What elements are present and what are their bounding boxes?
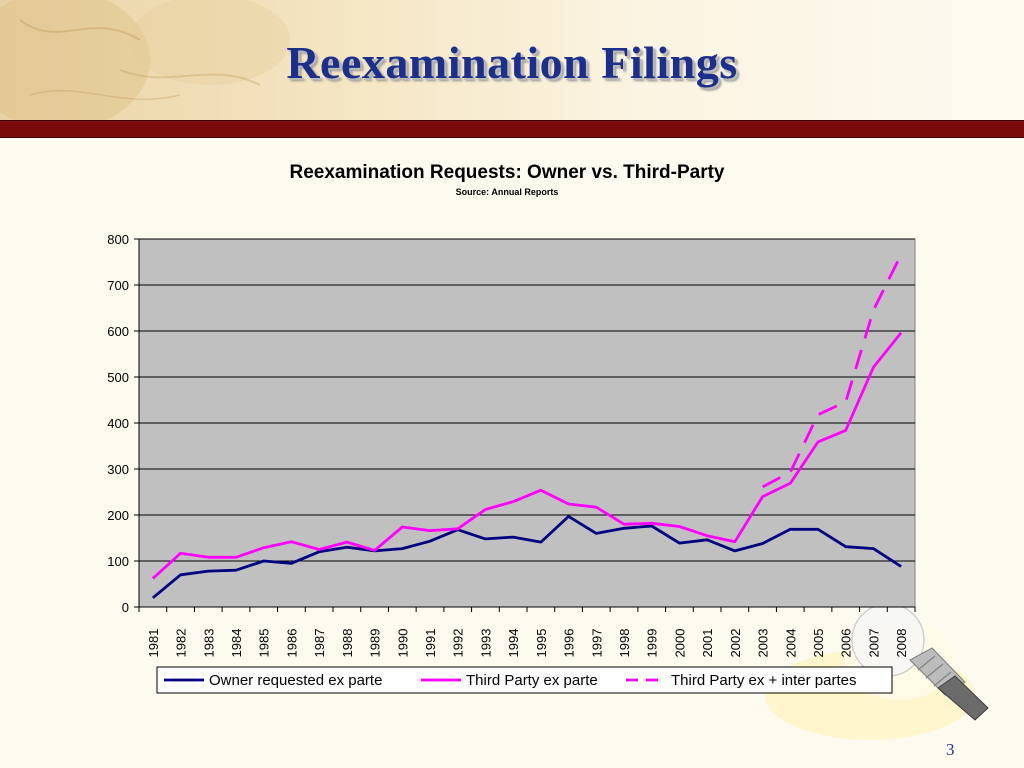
x-tick-label: 2004 xyxy=(783,629,798,658)
x-tick-label: 1996 xyxy=(562,629,577,658)
x-tick-label: 1995 xyxy=(534,629,549,658)
chart-subtitle: Source: Annual Reports xyxy=(455,187,559,197)
x-tick-label: 2006 xyxy=(839,629,854,658)
series-line-0 xyxy=(152,515,902,599)
legend: Owner requested ex parte Third Party ex p… xyxy=(156,666,893,694)
y-tick-label: 800 xyxy=(107,232,129,247)
x-tick-label: 2008 xyxy=(894,629,909,658)
x-tick-label: 1981 xyxy=(146,629,161,658)
x-tick-label: 1983 xyxy=(201,629,216,658)
slide-title: Reexamination Filings xyxy=(286,37,738,88)
legend-label: Owner requested ex parte xyxy=(209,672,382,689)
y-tick-label: 400 xyxy=(107,416,129,431)
x-tick-label: 1989 xyxy=(368,629,383,658)
x-tick-label: 1988 xyxy=(340,629,355,658)
chart-title: Reexamination Requests: Owner vs. Third-… xyxy=(289,162,725,183)
x-axis-ticks: 1981 1982 1983 1984 1985 1986 1987 1988 1989 1990… xyxy=(138,606,916,658)
legend-label: Third Party ex + inter partes xyxy=(671,672,857,689)
x-tick-label: 2002 xyxy=(728,629,743,658)
y-tick-label: 300 xyxy=(107,462,129,477)
legend-label: Third Party ex parte xyxy=(466,672,598,689)
x-tick-label: 2001 xyxy=(700,629,715,658)
x-tick-label: 2003 xyxy=(756,629,771,658)
legend-box xyxy=(156,666,893,694)
y-tick-label: 100 xyxy=(107,554,129,569)
series-line-1 xyxy=(151,331,903,580)
banner-decoration xyxy=(0,0,290,120)
x-tick-label: 1986 xyxy=(284,629,299,658)
x-tick-label: 1985 xyxy=(257,629,272,658)
x-tick-label: 1984 xyxy=(229,629,244,658)
y-tick-label: 0 xyxy=(122,600,129,615)
x-tick-label: 1990 xyxy=(395,629,410,658)
y-axis-ticks: 0 100 200 300 400 500 600 700 800 xyxy=(107,232,140,615)
x-tick-label: 2005 xyxy=(811,629,826,658)
x-tick-label: 2000 xyxy=(672,629,687,658)
y-tick-label: 600 xyxy=(107,324,129,339)
x-tick-label: 1992 xyxy=(451,629,466,658)
series-line-2 xyxy=(761,253,903,489)
page-number: 3 xyxy=(946,740,955,759)
title-divider-bar xyxy=(0,120,1024,138)
title-banner: Reexamination Filings xyxy=(0,0,1024,120)
x-tick-label: 1982 xyxy=(174,629,189,658)
y-tick-label: 500 xyxy=(107,370,129,385)
y-tick-label: 200 xyxy=(107,508,129,523)
x-tick-label: 1997 xyxy=(589,629,604,658)
x-tick-label: 1993 xyxy=(478,629,493,658)
series-lines xyxy=(151,253,903,599)
y-tick-label: 700 xyxy=(107,278,129,293)
x-tick-label: 1998 xyxy=(617,629,632,658)
x-tick-label: 2007 xyxy=(866,629,881,658)
x-tick-label: 1994 xyxy=(506,629,521,658)
x-tick-label: 1987 xyxy=(312,629,327,658)
x-tick-label: 1991 xyxy=(423,629,438,658)
x-tick-label: 1999 xyxy=(645,629,660,658)
